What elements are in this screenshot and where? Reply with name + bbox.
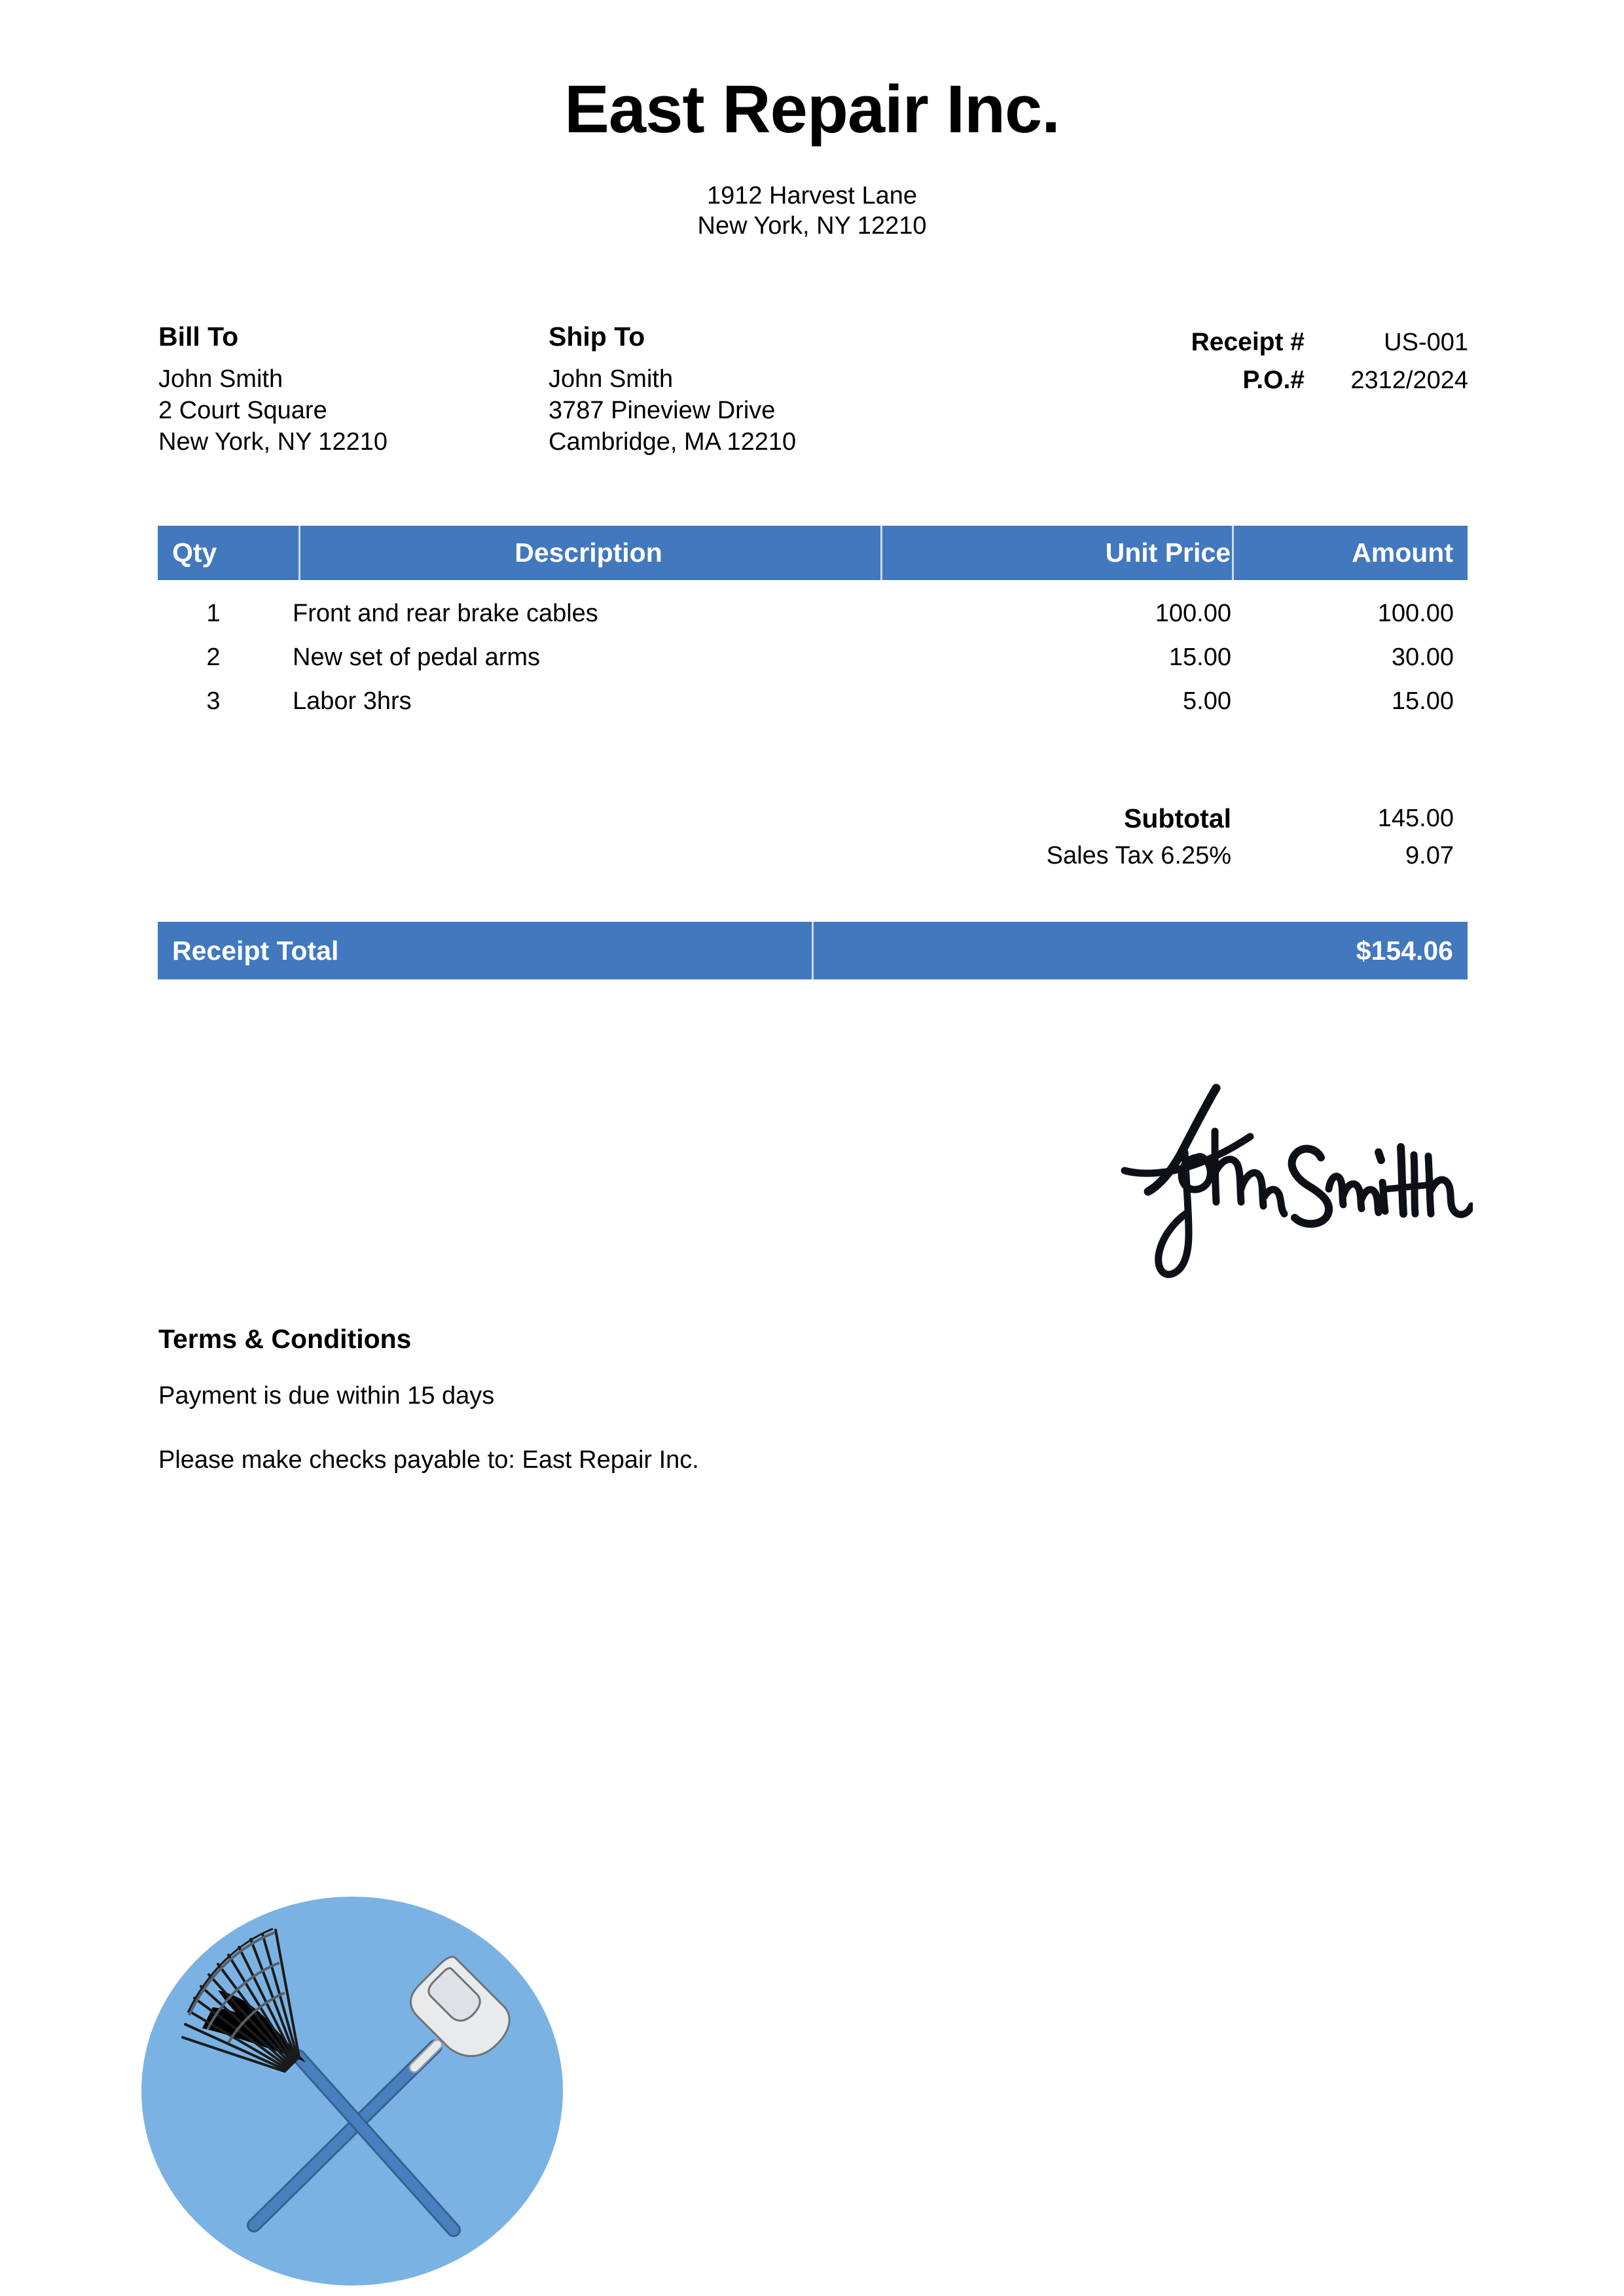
sales-tax-label: Sales Tax 6.25% (1046, 842, 1231, 869)
signature-image (1106, 1074, 1473, 1283)
table-row: 3 Labor 3hrs 5.00 15.00 (158, 680, 1468, 723)
cell-description: Front and rear brake cables (293, 600, 598, 627)
sales-tax-row: Sales Tax 6.25% 9.07 (158, 837, 1468, 875)
bill-to-street: 2 Court Square (158, 397, 327, 424)
terms-line-payment-due: Payment is due within 15 days (158, 1382, 495, 1410)
totals-block: Subtotal 145.00 Sales Tax 6.25% 9.07 (158, 800, 1468, 875)
cell-unit-price: 100.00 (1155, 600, 1231, 627)
receipt-number-row: Receipt # US-001 (814, 323, 1468, 361)
cell-unit-price: 5.00 (1183, 687, 1231, 715)
table-body: 1 Front and rear brake cables 100.00 100… (158, 580, 1468, 723)
receipt-number-label: Receipt # (1191, 328, 1305, 356)
cell-description: New set of pedal arms (293, 644, 541, 671)
table-header-row: Qty Description Unit Price Amount (158, 526, 1468, 580)
receipt-total-value: $154.06 (1356, 936, 1453, 966)
table-row: 2 New set of pedal arms 15.00 30.00 (158, 636, 1468, 680)
column-header-description: Description (514, 538, 662, 568)
bill-to-name: John Smith (158, 365, 283, 393)
bill-to-city-state-zip: New York, NY 12210 (158, 428, 388, 456)
receipt-number-value: US-001 (1384, 329, 1468, 356)
company-name: East Repair Inc. (564, 71, 1060, 147)
column-header-qty: Qty (172, 538, 217, 568)
cell-qty: 3 (206, 687, 221, 715)
ship-to-title: Ship To (549, 321, 645, 352)
terms-title: Terms & Conditions (158, 1324, 412, 1354)
ship-to-city-state-zip: Cambridge, MA 12210 (549, 428, 797, 456)
rake-and-shovel-logo-icon (139, 1895, 566, 2287)
header-column-divider-3 (1232, 526, 1234, 580)
header-column-divider-1 (298, 526, 300, 580)
subtotal-label: Subtotal (1124, 803, 1231, 833)
company-address: 1912 Harvest Lane New York, NY 12210 (0, 181, 1624, 241)
sales-tax-value: 9.07 (1405, 842, 1454, 869)
column-header-amount: Amount (1352, 538, 1453, 568)
subtotal-value: 145.00 (1377, 805, 1454, 832)
cell-amount: 15.00 (1391, 687, 1454, 715)
ship-to-street: 3787 Pineview Drive (549, 397, 776, 424)
column-header-unit-price: Unit Price (1105, 538, 1231, 568)
company-address-line1: 1912 Harvest Lane (706, 182, 918, 210)
bill-to-block: Bill To John Smith 2 Court Square New Yo… (158, 323, 525, 458)
po-number-value: 2312/2024 (1350, 367, 1468, 394)
terms-line-checks-payable: Please make checks payable to: East Repa… (158, 1446, 699, 1474)
cell-amount: 30.00 (1391, 644, 1454, 671)
cell-qty: 2 (206, 644, 221, 671)
receipt-meta-block: Receipt # US-001 P.O.# 2312/2024 (814, 323, 1468, 399)
po-number-row: P.O.# 2312/2024 (814, 361, 1468, 399)
line-items-table: Qty Description Unit Price Amount 1 Fron… (158, 526, 1468, 723)
ship-to-block: Ship To John Smith 3787 Pineview Drive C… (549, 323, 954, 458)
total-bar-divider (812, 922, 814, 979)
company-address-line2: New York, NY 12210 (697, 212, 927, 240)
subtotal-row: Subtotal 145.00 (158, 800, 1468, 837)
terms-and-conditions-block: Terms & Conditions Payment is due within… (158, 1326, 1075, 1476)
table-row: 1 Front and rear brake cables 100.00 100… (158, 592, 1468, 636)
cell-amount: 100.00 (1377, 600, 1454, 627)
cell-qty: 1 (206, 600, 221, 627)
header-column-divider-2 (880, 526, 882, 580)
ship-to-name: John Smith (549, 365, 674, 393)
cell-description: Labor 3hrs (293, 687, 412, 715)
receipt-total-label: Receipt Total (172, 936, 339, 966)
receipt-total-bar: Receipt Total $154.06 (158, 922, 1468, 979)
bill-to-title: Bill To (158, 321, 239, 352)
po-number-label: P.O.# (1242, 366, 1305, 394)
cell-unit-price: 15.00 (1168, 644, 1231, 671)
